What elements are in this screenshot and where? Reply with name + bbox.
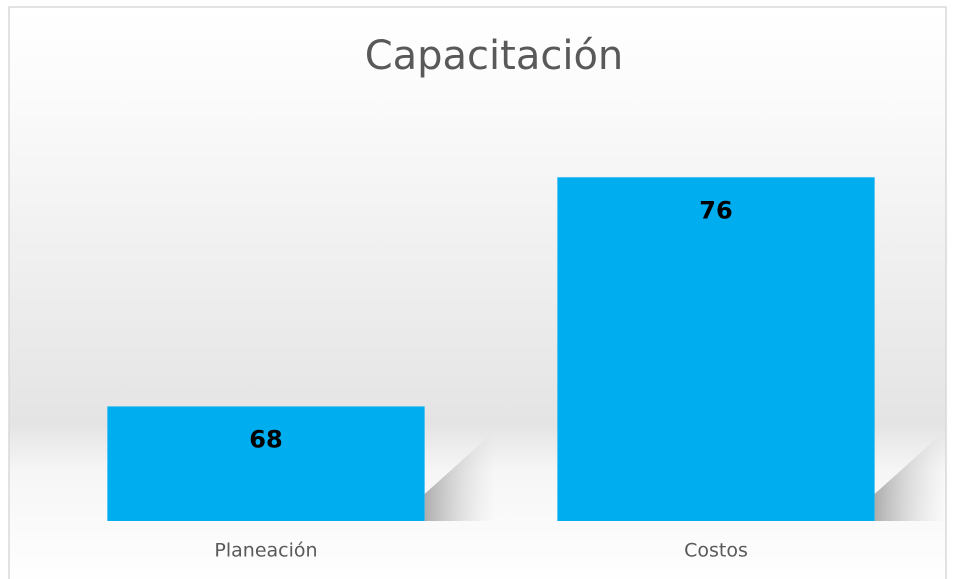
- bar: [107, 406, 425, 521]
- x-tick-label: Planeación: [214, 540, 317, 562]
- bar: [557, 177, 875, 522]
- bar-shadow: [424, 431, 495, 521]
- chart-title: Capacitación: [365, 33, 624, 79]
- x-tick-label: Costos: [684, 540, 748, 562]
- bar-shadow: [874, 431, 945, 521]
- data-label: 68: [249, 425, 282, 453]
- data-label: 76: [699, 196, 732, 224]
